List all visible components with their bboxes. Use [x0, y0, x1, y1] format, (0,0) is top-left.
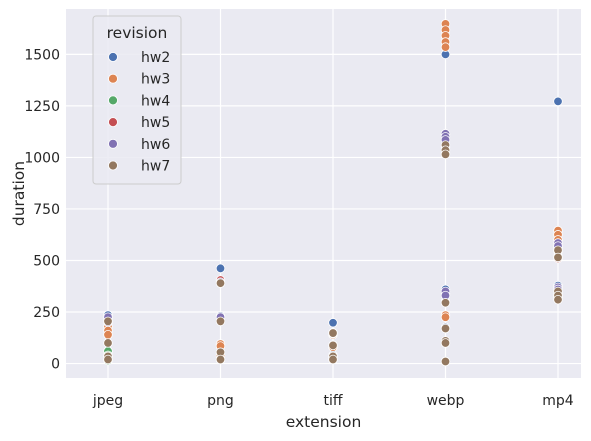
y-tick-label: 1250 — [24, 99, 60, 115]
data-point-hw7 — [440, 338, 451, 348]
data-point-hw7 — [553, 252, 563, 263]
legend-marker-hw2 — [108, 52, 118, 62]
data-point-hw7 — [328, 354, 338, 365]
data-point-hw7 — [103, 354, 113, 365]
x-tick-label: jpeg — [92, 393, 123, 409]
data-point-hw3 — [440, 42, 451, 52]
data-point-hw3 — [103, 330, 113, 340]
legend-label-hw5: hw5 — [141, 115, 170, 131]
y-tick-label: 250 — [33, 305, 60, 321]
y-tick-label: 750 — [33, 202, 60, 218]
data-points — [103, 19, 563, 367]
x-axis-label: extension — [286, 413, 362, 431]
legend-title: revision — [107, 24, 168, 42]
y-axis-label: duration — [10, 161, 28, 226]
data-point-hw7 — [215, 316, 226, 327]
legend-label-hw7: hw7 — [141, 159, 170, 175]
x-tick-label: png — [207, 393, 234, 409]
data-point-hw7 — [215, 354, 226, 365]
data-point-hw7 — [440, 356, 451, 367]
legend-marker-hw5 — [108, 117, 118, 127]
x-tick-label: mp4 — [542, 393, 574, 409]
data-point-hw7 — [440, 323, 451, 334]
data-point-hw2 — [328, 318, 338, 328]
x-tick-label: webp — [427, 393, 465, 409]
x-tick-label: tiff — [323, 393, 342, 409]
data-point-hw2 — [553, 96, 563, 107]
data-point-hw7 — [215, 278, 226, 288]
legend-marker-hw3 — [108, 73, 118, 84]
y-tick-label: 500 — [33, 253, 60, 269]
legend-label-hw3: hw3 — [141, 72, 170, 88]
data-point-hw3 — [440, 312, 451, 322]
legend: revision hw2 hw3 hw4 hw5 hw6 hw7 — [92, 15, 182, 185]
x-tick-labels: jpeg png tiff webp mp4 — [92, 393, 574, 409]
y-tick-label: 1500 — [24, 47, 60, 63]
data-point-hw7 — [440, 149, 451, 160]
data-point-hw7 — [553, 294, 563, 305]
legend-marker-hw6 — [108, 138, 118, 149]
data-point-hw7 — [328, 340, 338, 351]
data-point-hw7 — [103, 338, 113, 348]
data-point-hw7 — [440, 298, 451, 308]
legend-label-hw4: hw4 — [141, 93, 170, 109]
y-tick-labels: 0 250 500 750 1000 1250 1500 — [24, 47, 60, 372]
data-point-hw7 — [103, 316, 113, 327]
legend-items: hw2 hw3 hw4 hw5 hw6 hw7 — [108, 50, 170, 175]
data-point-hw2 — [215, 263, 226, 274]
legend-marker-hw4 — [108, 95, 118, 106]
legend-marker-hw7 — [108, 160, 118, 171]
y-tick-label: 1000 — [24, 150, 60, 166]
legend-label-hw6: hw6 — [141, 137, 170, 153]
data-point-hw7 — [328, 328, 338, 338]
y-tick-label: 0 — [51, 357, 60, 373]
legend-label-hw2: hw2 — [141, 50, 170, 66]
